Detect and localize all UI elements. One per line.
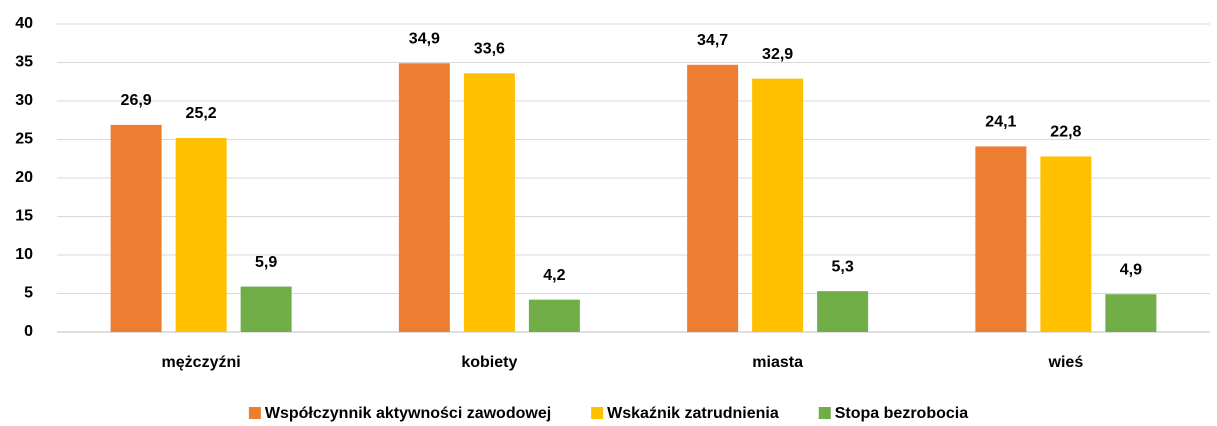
bar [175,137,227,332]
y-tick-label: 35 [15,54,33,71]
data-label: 5,3 [832,258,854,275]
bar [975,146,1027,332]
legend-swatch [818,407,831,419]
data-label: 4,9 [1120,261,1142,278]
legend-swatch [591,407,604,419]
legend-label: Wskaźnik zatrudnienia [607,405,779,422]
bar [110,124,162,333]
bar [817,291,869,332]
legend-swatch [248,407,261,419]
y-tick-label: 0 [24,323,33,340]
data-label: 34,7 [697,32,728,49]
y-tick-label: 25 [15,131,33,148]
data-label: 26,9 [121,92,152,109]
x-tick-label: kobiety [461,354,517,371]
bar [463,73,515,332]
bar [240,286,292,332]
bar [1040,156,1092,332]
bar [398,63,450,333]
x-tick-label: wieś [1048,354,1084,371]
data-label: 32,9 [762,46,793,63]
y-tick-label: 40 [15,15,33,32]
data-label: 22,8 [1050,124,1081,141]
x-tick-label: mężczyźni [162,354,241,371]
y-tick-label: 15 [15,208,33,225]
data-label: 24,1 [985,114,1016,131]
x-tick-label: miasta [752,354,803,371]
data-label: 25,2 [186,105,217,122]
legend-label: Współczynnik aktywności zawodowej [265,405,551,422]
legend-label: Stopa bezrobocia [835,405,968,422]
data-label: 34,9 [409,30,440,47]
y-tick-label: 30 [15,92,33,109]
data-label: 4,2 [543,267,565,284]
data-label: 5,9 [255,254,277,271]
y-tick-label: 5 [24,285,33,302]
y-tick-label: 10 [15,246,33,263]
bar [1105,294,1157,332]
data-label: 33,6 [474,40,505,57]
bar [528,299,580,332]
bar [687,64,739,332]
bar [752,78,804,332]
y-tick-label: 20 [15,169,33,186]
